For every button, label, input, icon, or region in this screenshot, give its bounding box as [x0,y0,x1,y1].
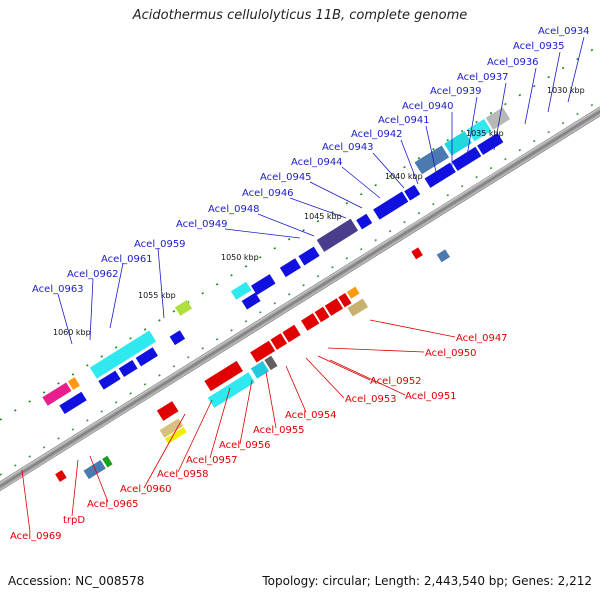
gene-label[interactable]: Acel_0952 [370,376,422,387]
gene-block [174,299,193,316]
gene-label[interactable]: Acel_0965 [87,499,139,510]
gene-block [467,118,492,142]
gene-block [135,347,158,367]
gene-label[interactable]: Acel_0947 [456,333,508,344]
gene-block [373,191,409,220]
gene-label[interactable]: Acel_0946 [242,188,294,199]
gene-label[interactable]: Acel_0939 [430,86,482,97]
gene-label[interactable]: Acel_0937 [457,72,509,83]
gene-label[interactable]: Acel_0936 [487,57,539,68]
gene-block [55,470,67,482]
accession-text: Accession: NC_008578 [8,574,145,588]
kbp-label: 1060 kbp [53,328,91,337]
kbp-label: 1055 kbp [138,291,176,300]
gene-label[interactable]: Acel_0953 [345,394,397,405]
gene-block [156,401,179,421]
gene-block [230,281,252,300]
gene-label[interactable]: Acel_0944 [291,157,343,168]
gene-block [411,247,423,260]
gene-block [250,361,270,379]
gene-label[interactable]: Acel_0955 [253,425,305,436]
gene-block [264,355,278,371]
gene-label[interactable]: trpD [63,515,85,526]
gene-label[interactable]: Acel_0948 [208,204,260,215]
gene-label[interactable]: Acel_0961 [101,254,153,265]
gene-block [314,306,330,323]
gene-block [42,382,72,406]
gene-label[interactable]: Acel_0954 [285,410,337,421]
kbp-label: 1035 kbp [466,129,504,138]
gene-block [204,360,243,392]
gene-label[interactable]: Acel_0963 [32,284,84,295]
genome-summary-text: Topology: circular; Length: 2,443,540 bp… [262,574,592,588]
forward-gene-blocks [42,107,511,415]
gene-label[interactable]: Acel_0956 [219,440,271,451]
genome-backbone [0,72,600,526]
gene-block [485,107,511,130]
gene-label[interactable]: Acel_0951 [405,391,457,402]
gene-label[interactable]: Acel_0941 [378,115,430,126]
reverse-gene-labels: Acel_0947 Acel_0950 Acel_0952 Acel_0951 … [10,333,508,542]
gene-block [282,324,301,343]
gene-block [301,313,320,331]
kbp-label: 1045 kbp [304,212,342,221]
gene-block [477,132,504,156]
gene-block [324,298,344,316]
gene-block [83,460,106,480]
kbp-label: 1050 kbp [221,253,259,262]
kbp-label: 1030 kbp [547,86,585,95]
gene-label[interactable]: Acel_0943 [322,142,374,153]
gene-block [404,184,421,201]
genome-title: Acidothermus cellulolyticus 11B, complet… [132,8,468,23]
gene-label[interactable]: Acel_0962 [67,269,119,280]
gene-label[interactable]: Acel_0942 [351,129,403,140]
gene-label[interactable]: Acel_0935 [513,41,565,52]
gene-block [102,455,113,468]
gene-block [169,330,186,346]
gene-label[interactable]: Acel_0940 [402,101,454,112]
gene-block [347,298,369,317]
gene-block [436,249,450,263]
gene-label[interactable]: Acel_0958 [157,469,209,480]
gene-block [159,418,184,438]
gene-block [298,246,320,266]
gene-block [118,359,138,377]
gene-block [279,258,301,278]
reverse-leader-lines [21,319,456,533]
gene-label[interactable]: Acel_0934 [538,26,590,37]
gene-block [424,162,456,188]
forward-gene-labels: Acel_0934 Acel_0935 Acel_0936 Acel_0937 … [32,26,590,295]
reverse-gene-blocks [55,247,450,482]
forward-leader-lines [57,36,585,345]
gene-label[interactable]: Acel_0959 [134,239,186,250]
gene-block [356,213,373,230]
gene-block [414,145,450,175]
gene-block [338,293,352,308]
gene-block [444,131,472,156]
gene-label[interactable]: Acel_0950 [425,348,477,359]
gene-block [67,377,80,390]
gene-label[interactable]: Acel_0945 [260,172,312,183]
gene-block [270,333,288,350]
gene-label[interactable]: Acel_0969 [10,531,62,542]
gene-block [89,330,157,379]
gene-block [346,286,360,299]
gene-block [250,340,276,363]
kbp-label: 1040 kbp [385,172,423,181]
gene-label[interactable]: Acel_0960 [120,484,172,495]
gene-label[interactable]: Acel_0949 [176,219,228,230]
gene-block [98,370,121,390]
gene-block [59,391,87,415]
gene-block [316,218,359,252]
gene-block [207,372,255,408]
gene-block [241,292,261,310]
gene-block [251,274,276,296]
gene-label[interactable]: Acel_0957 [186,455,238,466]
